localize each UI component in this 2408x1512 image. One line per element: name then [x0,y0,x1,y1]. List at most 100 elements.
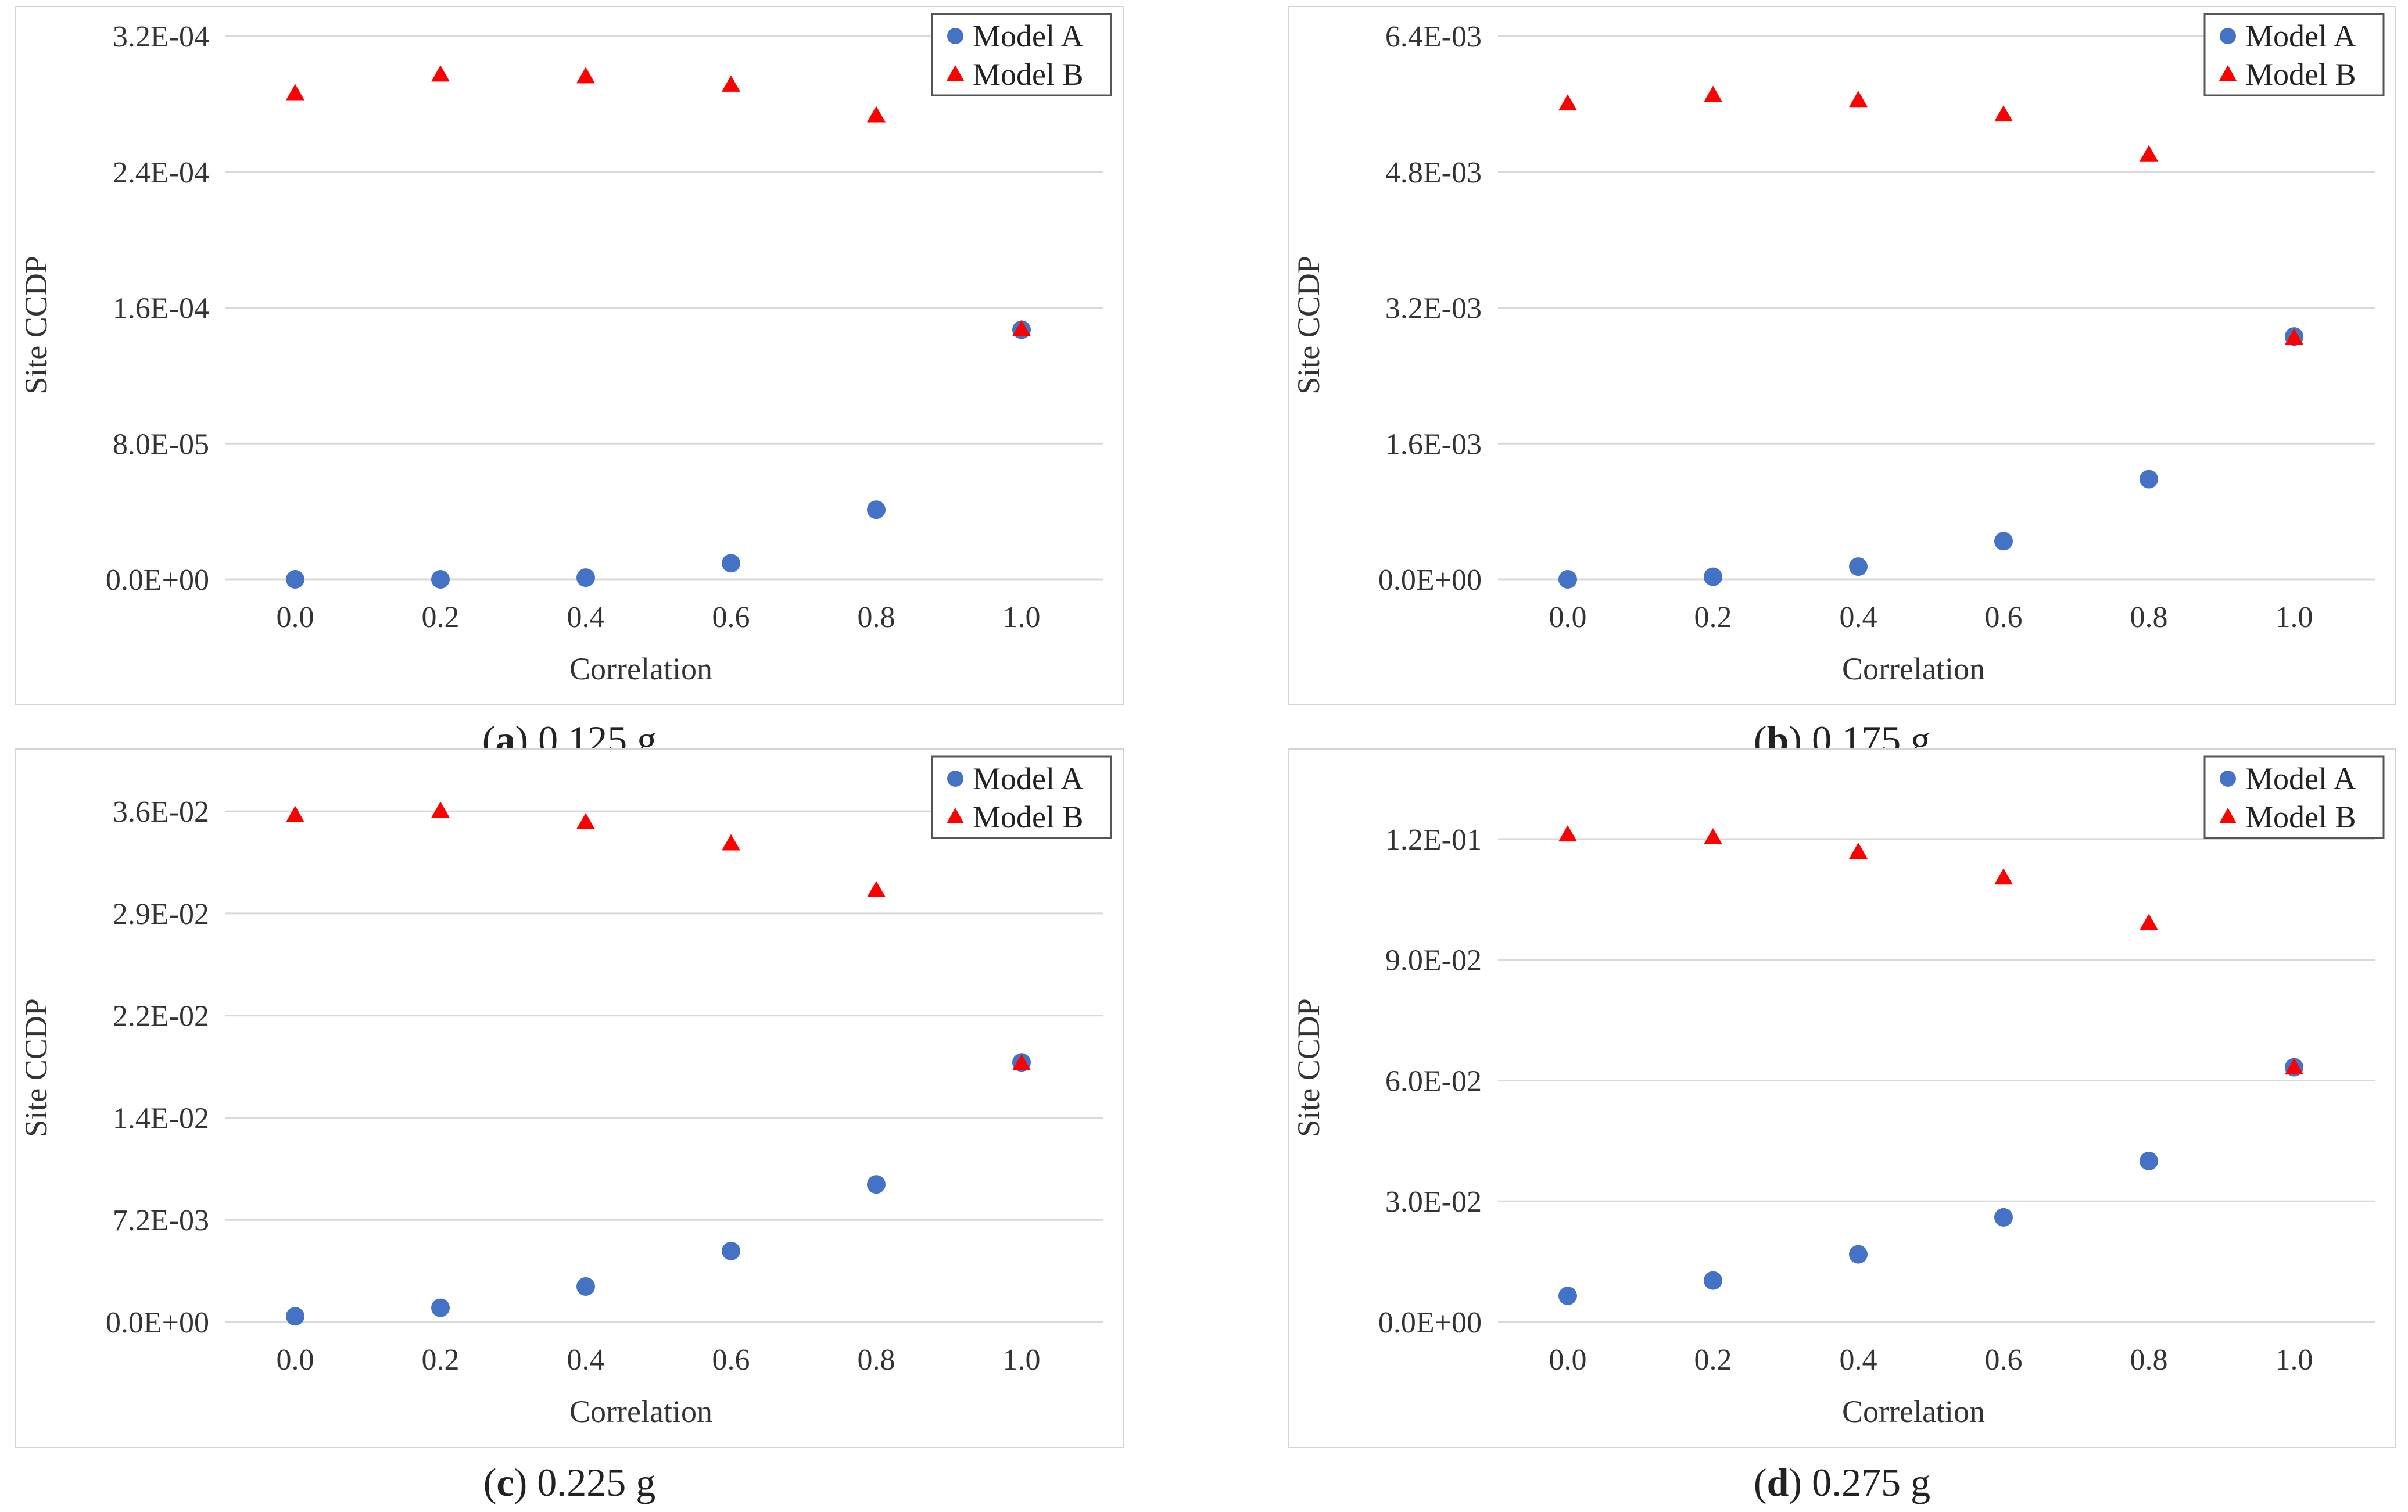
legend-label: Model A [973,761,1084,796]
y-tick-label: 0.0E+00 [106,1306,209,1339]
chart-panel-a: 0.0E+00 8.0E-05 1.6E-04 2.4E-04 3.2E-04 0.0 0.… [15,6,1124,762]
y-tick-label: 3.6E-02 [113,796,209,829]
y-tick-label: 2.4E-04 [113,156,209,189]
x-tick-label: 0.0 [1549,601,1587,634]
legend-box [931,755,1112,839]
legend-triangle-icon [947,65,964,81]
model-b-point [1849,842,1868,859]
y-axis-label: Site CCDP [1291,256,1326,395]
model-a-point [1849,557,1868,576]
y-tick-label: 1.6E-04 [113,292,209,325]
model-a-point [431,570,450,589]
x-tick-label: 0.6 [712,601,750,634]
x-tick-label: 0.4 [1840,1343,1877,1377]
y-tick-label: 0.0E+00 [1378,1306,1482,1339]
y-tick-label: 0.0E+00 [106,564,209,597]
y-tick-label: 2.2E-02 [113,1000,209,1033]
model-b-point [1994,868,2013,885]
model-b-point [722,834,740,851]
legend-label: Model B [973,800,1084,834]
x-axis-label: Correlation [1842,651,1985,686]
y-axis-label: Site CCDP [19,256,53,395]
y-tick-label: 0.0E+00 [1378,564,1482,597]
model-b-point [2285,1058,2303,1075]
model-b-point [431,65,450,82]
y-tick-label: 6.0E-02 [1385,1065,1482,1098]
chart-caption-c: (c) 0.225 g [483,1460,656,1504]
model-a-point [1558,570,1577,589]
scatter-chart-b: 0.0E+00 1.6E-03 3.2E-03 4.8E-03 6.4E-03 0.0 0.… [1291,13,2385,686]
model-a-point [867,1175,886,1194]
chart-frame: 0.0E+00 1.6E-03 3.2E-03 4.8E-03 6.4E-03 0.0 0.… [1288,6,2396,705]
chart-frame: 0.0E+00 8.0E-05 1.6E-04 2.4E-04 3.2E-04 0.0 0.… [15,6,1124,705]
legend-box [931,13,1112,96]
x-axis-label: Correlation [569,651,712,686]
model-b-point [867,106,886,123]
legend-label: Model A [2245,761,2356,796]
legend-circle-icon [947,771,963,787]
x-axis-label: Correlation [1842,1394,1985,1429]
model-b-point [1012,320,1031,336]
chart-frame: 0.0E+00 7.2E-03 1.4E-02 2.2E-02 2.9E-02 3.6E-… [15,748,1124,1448]
model-a-point [2140,470,2158,489]
model-a-point [2140,1151,2158,1170]
y-tick-label: 2.9E-02 [113,898,209,931]
x-tick-label: 0.8 [2130,1343,2168,1377]
model-b-point [431,801,450,818]
legend-triangle-icon [2219,65,2237,81]
x-tick-label: 1.0 [1003,1343,1041,1377]
y-tick-label: 1.2E-01 [1385,823,1482,857]
legend-triangle-icon [2219,808,2237,823]
legend-label: Model B [973,57,1084,92]
model-b-point [722,75,740,92]
chart-panel-d: 0.0E+00 3.0E-02 6.0E-02 9.0E-02 1.2E-01 0.0 0.… [1288,748,2396,1504]
model-a-point [722,554,740,573]
scatter-chart-d: 0.0E+00 3.0E-02 6.0E-02 9.0E-02 1.2E-01 0.0 0.… [1291,755,2385,1429]
y-tick-label: 1.4E-02 [113,1102,209,1135]
y-axis-label: Site CCDP [1291,998,1326,1137]
model-a-point [1849,1245,1868,1264]
model-a-point [286,570,304,589]
chart-panel-b: 0.0E+00 1.6E-03 3.2E-03 4.8E-03 6.4E-03 0.0 0.… [1288,6,2396,762]
legend-box [2203,13,2385,96]
legend-circle-icon [947,28,963,44]
x-tick-label: 0.0 [277,601,314,634]
model-b-point [286,805,304,822]
model-b-point [2285,328,2303,345]
model-b-point [1994,105,2013,122]
y-tick-label: 1.6E-03 [1385,428,1482,461]
legend-circle-icon [2220,28,2236,44]
x-tick-label: 0.8 [858,1343,895,1377]
y-tick-label: 3.2E-04 [113,20,209,53]
model-b-point [1849,91,1868,108]
model-a-point [867,500,886,519]
x-tick-label: 1.0 [2276,1343,2313,1377]
x-tick-label: 0.2 [422,601,460,634]
chart-panel-c: 0.0E+00 7.2E-03 1.4E-02 2.2E-02 2.9E-02 3.6E-… [15,748,1124,1504]
model-b-point [1704,85,1722,102]
model-b-point [1558,825,1577,842]
model-a-point [1994,532,2013,551]
caption-text: 0.225 g [527,1460,656,1504]
y-tick-label: 3.2E-03 [1385,292,1482,325]
legend-label: Model B [2245,800,2356,834]
y-tick-label: 3.0E-02 [1385,1185,1482,1219]
model-a-point [1704,567,1722,586]
y-tick-label: 9.0E-02 [1385,944,1482,977]
y-tick-label: 4.8E-03 [1385,156,1482,189]
x-tick-label: 0.4 [567,601,605,634]
x-tick-label: 1.0 [2276,601,2313,634]
x-tick-label: 0.6 [1985,1343,2023,1377]
model-b-point [1012,1054,1031,1070]
chart-caption-d: (d) 0.275 g [1753,1460,1931,1504]
caption-text: 0.275 g [1802,1460,1931,1504]
y-axis-label: Site CCDP [19,998,53,1137]
x-tick-label: 0.2 [1694,1343,1732,1377]
model-a-point [576,1277,595,1296]
x-axis-label: Correlation [569,1394,712,1429]
model-a-point [722,1241,740,1260]
caption-letter: c [496,1460,514,1504]
legend-label: Model A [2245,19,2356,53]
model-a-point [431,1298,450,1317]
legend-triangle-icon [947,808,964,823]
